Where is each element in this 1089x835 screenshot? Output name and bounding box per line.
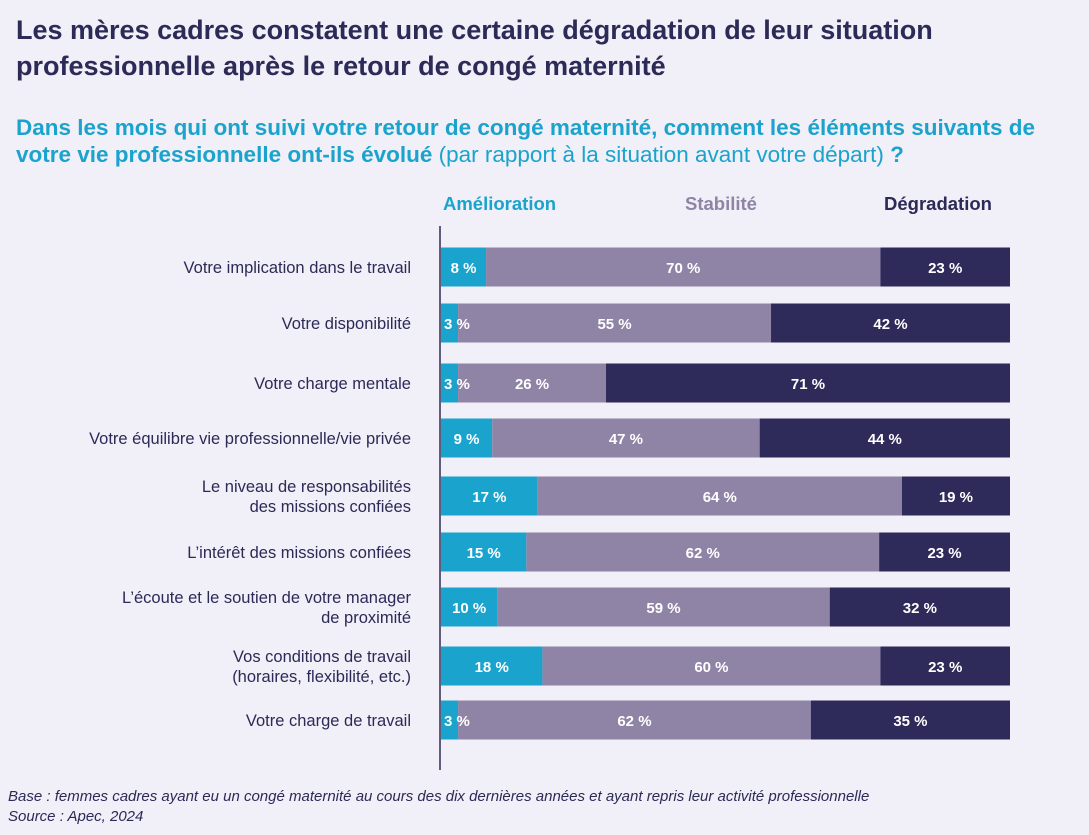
question-qualifier: (par rapport à la situation avant votre … [438, 142, 884, 167]
legend-stabilite: Stabilité [685, 193, 757, 214]
value-label-degradation: 71 % [791, 376, 825, 393]
value-label-degradation: 19 % [939, 489, 973, 506]
value-label-degradation: 32 % [903, 600, 937, 617]
bar-segment-stabilite [526, 532, 880, 572]
bar-segment-degradation [829, 587, 1010, 627]
bar-segment-stabilite [458, 700, 811, 740]
category-label: Votre disponibilité [282, 315, 411, 333]
bar-segment-stabilite [458, 303, 772, 343]
value-label-stabilite: 64 % [703, 489, 737, 506]
category-label: Votre charge mentale [254, 375, 411, 393]
bar-segment-degradation [606, 363, 1010, 403]
bar-segment-degradation [810, 700, 1010, 740]
bar-segment-degradation [901, 476, 1010, 516]
category-label: L’intérêt des missions confiées [187, 544, 411, 562]
question-text: Dans les mois qui ont suivi votre retour… [16, 114, 1056, 168]
value-label-amelioration: 17 % [472, 489, 506, 506]
value-label-amelioration: 10 % [452, 600, 486, 617]
category-label: Votre implication dans le travail [184, 259, 411, 277]
category-label: L’écoute et le soutien de votre manager d… [122, 589, 411, 627]
question-mark: ? [890, 142, 904, 167]
bar-segment-degradation [880, 247, 1010, 287]
value-label-degradation: 23 % [928, 659, 962, 676]
value-label-amelioration: 9 % [454, 431, 480, 448]
value-label-amelioration: 3 % [444, 713, 470, 730]
value-label-degradation: 44 % [868, 431, 902, 448]
category-label: Le niveau de responsabilités des missions… [202, 478, 411, 516]
value-label-stabilite: 62 % [617, 713, 651, 730]
bar-segment-amelioration [441, 418, 493, 458]
bar-segment-stabilite [492, 418, 760, 458]
bar-segment-amelioration [441, 363, 459, 403]
bar-segment-amelioration [441, 303, 459, 343]
bar-segment-amelioration [441, 532, 527, 572]
legend-degradation: Dégradation [884, 193, 992, 214]
bars-group [441, 247, 1010, 740]
bar-segment-stabilite [486, 247, 881, 287]
page-title: Les mères cadres constatent une certaine… [16, 15, 933, 81]
value-label-amelioration: 15 % [467, 545, 501, 562]
bar-segment-degradation [879, 532, 1010, 572]
value-label-stabilite: 55 % [597, 316, 631, 333]
value-label-degradation: 42 % [873, 316, 907, 333]
footer-source: Source : Apec, 2024 [8, 808, 144, 825]
question-main: Dans les mois qui ont suivi votre retour… [16, 115, 1036, 167]
bar-segment-amelioration [441, 646, 543, 686]
value-label-amelioration: 8 % [451, 260, 477, 277]
category-label: Vos conditions de travail (horaires, flex… [232, 648, 411, 686]
bar-segment-stabilite [537, 476, 902, 516]
footer-base: Base : femmes cadres ayant eu un congé m… [8, 788, 870, 805]
value-label-stabilite: 60 % [694, 659, 728, 676]
category-label: Votre équilibre vie professionnelle/vie … [89, 430, 411, 448]
value-label-stabilite: 62 % [686, 545, 720, 562]
value-label-stabilite: 47 % [609, 431, 643, 448]
footer: Base : femmes cadres ayant eu un congé m… [8, 787, 1083, 827]
bar-segment-degradation [759, 418, 1010, 458]
bar-segment-amelioration [441, 476, 538, 516]
value-label-stabilite: 26 % [515, 376, 549, 393]
value-label-degradation: 23 % [927, 545, 961, 562]
bar-segment-amelioration [441, 587, 498, 627]
value-label-amelioration: 3 % [444, 316, 470, 333]
value-label-stabilite: 70 % [666, 260, 700, 277]
bar-segment-amelioration [441, 247, 487, 287]
category-label: Votre charge de travail [246, 712, 411, 730]
legend-amelioration: Amélioration [443, 193, 557, 214]
bar-segment-amelioration [441, 700, 459, 740]
bar-segment-stabilite [497, 587, 830, 627]
value-label-stabilite: 59 % [646, 600, 680, 617]
bar-segment-degradation [771, 303, 1010, 343]
bar-segment-degradation [880, 646, 1010, 686]
bar-segment-stabilite [542, 646, 881, 686]
bar-segment-stabilite [458, 363, 607, 403]
labels-group: Votre implication dans le travail 8 % 70 %… [89, 259, 973, 730]
value-label-degradation: 35 % [893, 713, 927, 730]
value-label-amelioration: 3 % [444, 376, 470, 393]
value-label-amelioration: 18 % [475, 659, 509, 676]
value-label-degradation: 23 % [928, 260, 962, 277]
